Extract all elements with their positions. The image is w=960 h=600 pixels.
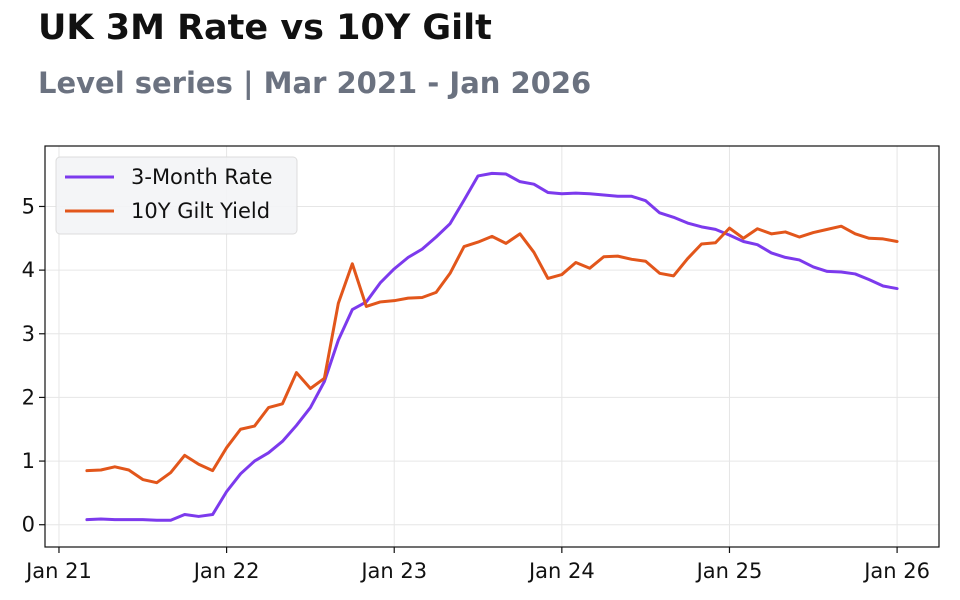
y-tick-label: 0 (22, 513, 35, 537)
series-line-2 (85, 224, 899, 485)
chart-title: UK 3M Rate vs 10Y Gilt (38, 8, 492, 48)
x-tick: Jan 21 (24, 547, 92, 583)
plot-frame (44, 145, 940, 548)
y-tick-label: 1 (22, 449, 35, 473)
y-tick: 3 (22, 322, 45, 346)
y-tick-label: 2 (22, 385, 35, 409)
series-line-1 (85, 171, 899, 522)
chart-subtitle: Level series | Mar 2021 - Jan 2026 (38, 66, 592, 100)
legend-box (55, 156, 298, 235)
x-tick-label: Jan 25 (695, 559, 763, 583)
x-tick-label: Jan 21 (24, 559, 92, 583)
x-tick-label: Jan 26 (862, 559, 930, 583)
y-tick-label: 4 (22, 258, 35, 282)
x-axis: Jan 21 Jan 22 Jan 23 Jan 24 Jan 25 Jan 26 (24, 547, 930, 583)
x-tick-label: Jan 23 (359, 559, 427, 583)
legend-label: 10Y Gilt Yield (131, 199, 270, 223)
x-tick: Jan 24 (527, 547, 595, 583)
y-axis: 0 1 2 3 4 5 (22, 194, 45, 537)
x-tick: Jan 25 (695, 547, 763, 583)
y-tick: 5 (22, 194, 45, 218)
legend-label: 3-Month Rate (131, 165, 273, 189)
x-tick: Jan 22 (192, 547, 260, 583)
x-tick-label: Jan 22 (192, 559, 260, 583)
y-tick: 2 (22, 385, 45, 409)
y-tick-label: 5 (22, 194, 35, 218)
legend: 3-Month Rate 10Y Gilt Yield (55, 156, 298, 235)
x-tick-label: Jan 24 (527, 559, 595, 583)
y-tick: 4 (22, 258, 45, 282)
y-tick: 1 (22, 449, 45, 473)
x-tick: Jan 26 (862, 547, 930, 583)
series-layer (85, 171, 899, 522)
y-tick: 0 (22, 513, 45, 537)
x-tick: Jan 23 (359, 547, 427, 583)
y-tick-label: 3 (22, 322, 35, 346)
